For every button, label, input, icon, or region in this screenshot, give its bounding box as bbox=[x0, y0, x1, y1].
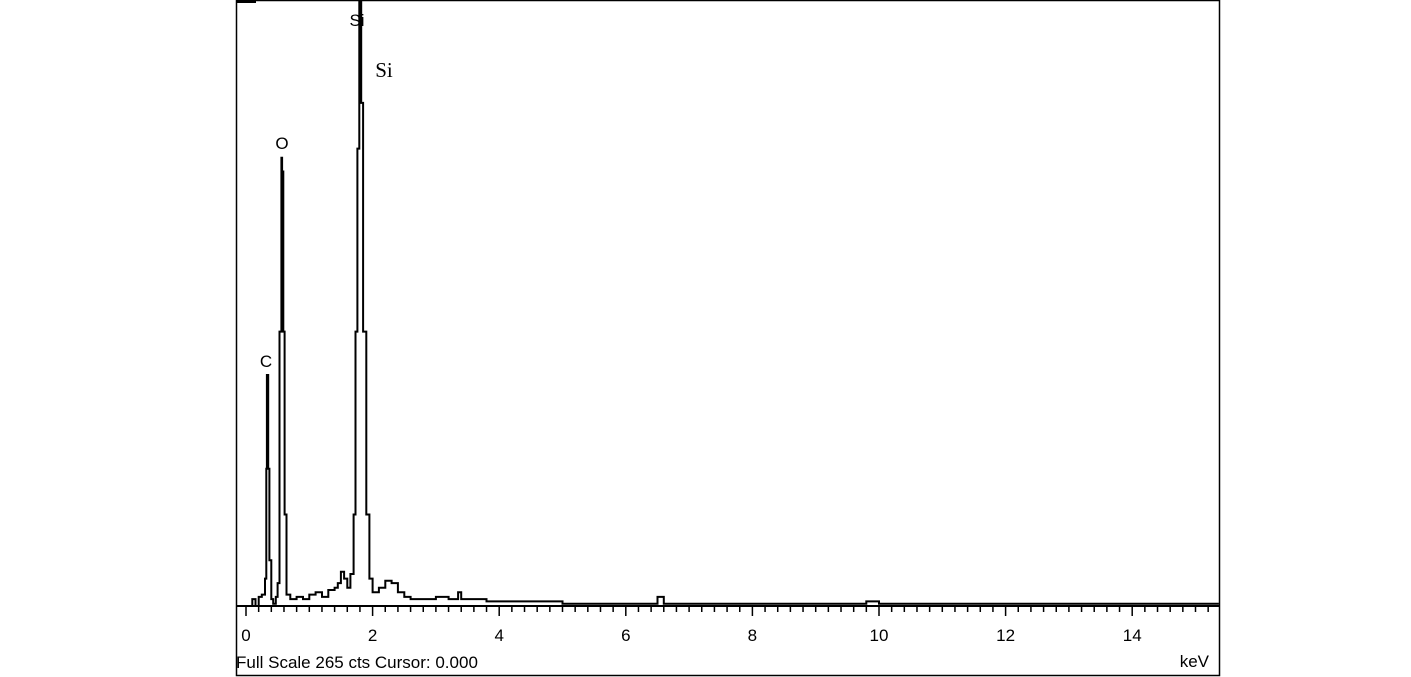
status-text: Full Scale 265 cts Cursor: 0.000 bbox=[236, 653, 478, 672]
x-tick-label: 12 bbox=[996, 626, 1015, 645]
x-tick-label: 10 bbox=[870, 626, 889, 645]
x-tick-label: 6 bbox=[621, 626, 630, 645]
peak-label-c: C bbox=[260, 352, 272, 371]
frame-top-left-mark bbox=[236, 0, 256, 3]
x-tick-label: 8 bbox=[748, 626, 757, 645]
spectrum-line bbox=[249, 0, 1219, 607]
peak-label-si: Si bbox=[349, 11, 364, 30]
x-tick-label: 14 bbox=[1123, 626, 1142, 645]
x-tick-label: 4 bbox=[494, 626, 503, 645]
peak-label-o: O bbox=[275, 134, 288, 153]
x-tick-label: 0 bbox=[241, 626, 250, 645]
x-tick-label: 2 bbox=[368, 626, 377, 645]
plot-frame bbox=[235, 0, 1221, 677]
peak-label-si-serif: Si bbox=[375, 58, 393, 82]
x-axis-unit-label: keV bbox=[1180, 652, 1210, 671]
